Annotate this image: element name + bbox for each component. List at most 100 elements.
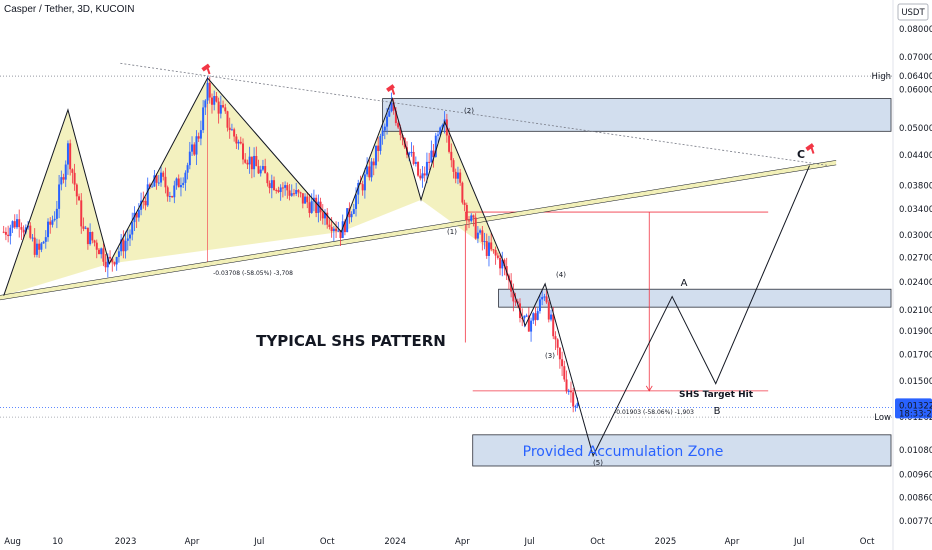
- pattern-triangle: [109, 78, 342, 264]
- candle-body: [392, 102, 395, 111]
- candle-body: [538, 299, 541, 312]
- candle-body: [171, 196, 174, 198]
- candle-body: [222, 105, 225, 108]
- candle-body: [319, 201, 322, 213]
- measure-1-label: -0.03708 (-58.05%) -3,708: [213, 270, 293, 277]
- candle-body: [410, 151, 413, 153]
- candle-body: [202, 107, 205, 131]
- candle-body: [73, 172, 76, 185]
- hammer-icon: [386, 84, 395, 93]
- candle-body: [501, 259, 504, 269]
- candle-body: [162, 172, 165, 177]
- candle-body: [126, 238, 129, 241]
- candle-body: [361, 184, 364, 191]
- candle-body: [111, 258, 114, 263]
- candle-body: [208, 82, 211, 98]
- candle-body: [476, 232, 479, 239]
- candle-body: [516, 301, 519, 304]
- candle-body: [472, 215, 475, 218]
- candle-body: [113, 262, 116, 265]
- candle-body: [386, 116, 389, 127]
- candle-body: [259, 169, 262, 174]
- candle-body: [563, 366, 566, 380]
- candle-body: [237, 141, 240, 144]
- candle-body: [527, 315, 530, 332]
- x-tick-label: 2023: [115, 537, 137, 547]
- candle-body: [321, 212, 324, 219]
- candle-body: [71, 169, 74, 173]
- candle-body: [292, 193, 295, 195]
- candle-body: [213, 96, 216, 105]
- wave-4-label: (4): [556, 271, 566, 279]
- candle-body: [148, 184, 151, 187]
- candle-body: [377, 145, 380, 151]
- candle-body: [412, 151, 415, 164]
- x-tick-label: Apr: [185, 537, 200, 547]
- candle-body: [428, 161, 431, 163]
- candle-body: [381, 130, 384, 137]
- candle-body: [106, 256, 109, 268]
- y-tick-label: 0.07000: [899, 53, 932, 63]
- candle-body: [18, 219, 21, 228]
- candle-body: [468, 220, 471, 222]
- wave-5-label: (5): [593, 459, 603, 467]
- candle-body: [131, 222, 134, 235]
- x-tick-label: Oct: [590, 537, 605, 547]
- candle-body: [261, 166, 264, 170]
- candle-body: [277, 190, 280, 193]
- candle-body: [423, 173, 426, 176]
- y-tick-label: 0.02700: [899, 253, 932, 263]
- candle-body: [315, 197, 318, 214]
- candle-body: [242, 143, 245, 160]
- candle-body: [483, 241, 486, 243]
- candle-body: [523, 315, 526, 319]
- hammer-icon: [805, 143, 815, 152]
- candle-body: [525, 315, 528, 317]
- candle-body: [168, 196, 171, 198]
- candle-body: [355, 194, 358, 210]
- current-price-value: 0.01322: [899, 401, 932, 411]
- candle-body: [414, 161, 417, 164]
- candles: [2, 76, 579, 413]
- candle-body: [104, 261, 107, 268]
- point-a-label: A: [681, 278, 688, 289]
- candle-body: [450, 151, 453, 161]
- candle-body: [397, 123, 400, 128]
- candle-body: [49, 221, 52, 225]
- candle-body: [191, 144, 194, 152]
- currency-label: USDT: [901, 8, 925, 18]
- x-tick-label: Apr: [455, 537, 470, 547]
- candle-body: [337, 230, 340, 232]
- candle-body: [330, 227, 333, 232]
- candle-body: [91, 232, 94, 241]
- candle-body: [284, 185, 287, 188]
- candle-body: [341, 221, 344, 239]
- currency-box: [897, 3, 929, 21]
- candle-body: [166, 187, 169, 197]
- candle-body: [82, 226, 85, 229]
- candle-body: [117, 251, 120, 258]
- candle-body: [346, 208, 349, 233]
- x-tick-label: Oct: [320, 537, 335, 547]
- candle-body: [306, 196, 309, 203]
- candle-body: [217, 101, 220, 114]
- candle-body: [60, 177, 63, 185]
- candle-body: [128, 234, 131, 239]
- candle-body: [224, 107, 227, 112]
- candle-body: [556, 339, 559, 348]
- candle-body: [490, 242, 493, 250]
- high-text: High: [871, 72, 891, 82]
- candle-body: [157, 182, 160, 184]
- candle-body: [512, 291, 515, 302]
- candle-body: [567, 390, 570, 392]
- candle-body: [109, 256, 112, 259]
- candle-body: [479, 230, 482, 233]
- candle-body: [545, 296, 548, 303]
- candle-body: [408, 152, 411, 155]
- candle-body: [335, 228, 338, 232]
- accumulation-zone-label: Provided Accumulation Zone: [523, 444, 724, 460]
- candle-body: [31, 237, 34, 239]
- x-tick-label: 10: [52, 537, 63, 547]
- candle-body: [140, 200, 143, 210]
